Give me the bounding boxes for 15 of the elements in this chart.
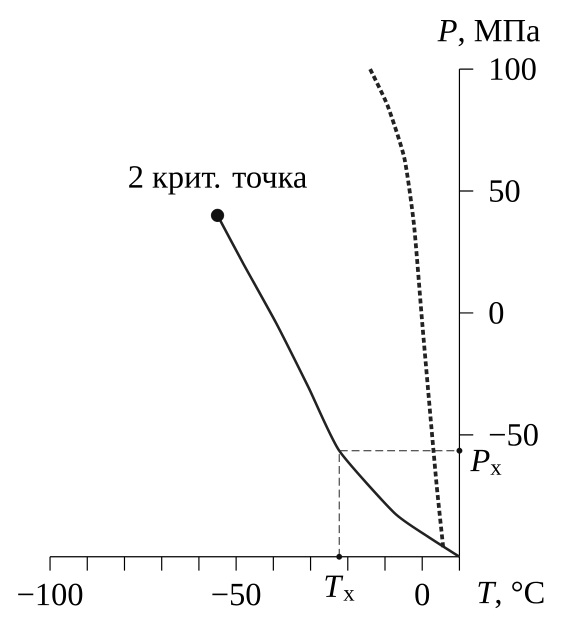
y-axis-title: P, МПа bbox=[437, 20, 540, 46]
y-tick-label: 50 bbox=[490, 180, 520, 202]
point bbox=[336, 554, 342, 560]
x-tick-label: −50 bbox=[212, 584, 260, 606]
annotation: T$_{x}$ bbox=[325, 576, 354, 601]
x-tick-label: −100 bbox=[18, 584, 82, 606]
x-axis-title: T, °C bbox=[478, 582, 544, 608]
point bbox=[456, 448, 462, 454]
point bbox=[210, 208, 224, 222]
y-tick-label: −50 bbox=[490, 424, 538, 446]
y-tick-label: 0 bbox=[489, 302, 503, 324]
x-tick-label: 0 bbox=[415, 584, 429, 606]
annotation: 2 крит. точка bbox=[128, 166, 307, 195]
annotation: P$_{x}$ bbox=[470, 450, 502, 475]
y-tick-label: 100 bbox=[490, 58, 536, 80]
